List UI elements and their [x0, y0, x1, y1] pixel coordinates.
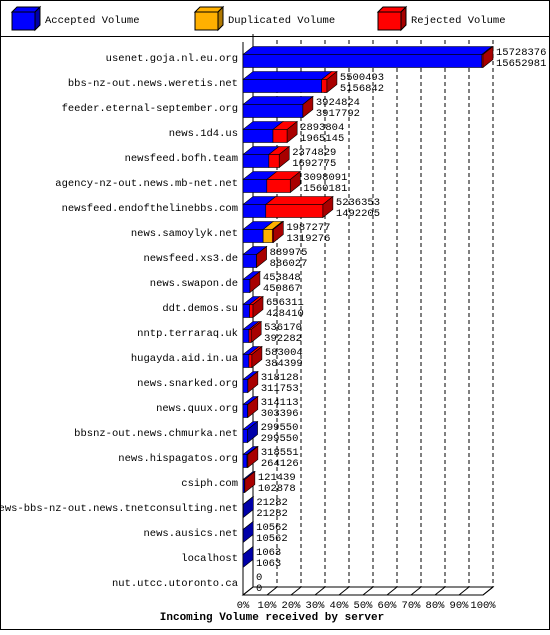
bar-top — [243, 97, 313, 105]
value-label: 21282 — [256, 508, 288, 520]
bar-front — [243, 305, 250, 318]
bar-front — [243, 205, 266, 218]
legend-label: Rejected Volume — [411, 15, 506, 27]
legend-label: Accepted Volume — [45, 15, 140, 27]
bar-front — [243, 105, 303, 118]
y-tick-label: bbs-nz-out.news.weretis.net — [68, 78, 238, 90]
y-tick-label: bbsnz-out.news.chmurka.net — [74, 428, 238, 440]
x-tick-label: 40% — [330, 600, 350, 612]
legend-swatch — [378, 12, 401, 30]
y-tick-label: usenet.goja.nl.eu.org — [106, 53, 238, 65]
bar-front — [250, 305, 253, 318]
legend-swatch — [195, 12, 218, 30]
bar-front — [243, 280, 250, 293]
y-tick-label: news.ausics.net — [143, 528, 238, 540]
value-label: 0 — [256, 583, 262, 595]
y-tick-label: nut.utcc.utoronto.ca — [112, 578, 238, 590]
bar-top — [266, 197, 333, 205]
y-tick-label: nntp.terraraq.uk — [137, 328, 238, 340]
value-label: 299550 — [261, 433, 299, 445]
value-label: 384399 — [265, 358, 303, 370]
y-tick-label: csiph.com — [181, 478, 238, 490]
bar-segment — [243, 97, 313, 118]
bar-front — [243, 380, 248, 393]
x-tick-label: 100% — [470, 600, 496, 612]
value-label: 1692775 — [292, 158, 336, 170]
x-tick-label: 0% — [237, 600, 250, 612]
y-tick-label: ddt.demos.su — [162, 303, 238, 315]
bar-front — [243, 80, 322, 93]
bar-front — [273, 130, 287, 143]
y-tick-label: news.snarked.org — [137, 378, 238, 390]
y-tick-label: news-bbs-nz-out.news.tnetconsulting.net — [0, 503, 238, 515]
y-tick-label: agency-nz-out.news.mb-net.net — [55, 178, 238, 190]
value-label: 10562 — [256, 533, 288, 545]
x-tick-label: 60% — [378, 600, 398, 612]
x-tick-label: 90% — [450, 600, 470, 612]
y-tick-label: news.quux.org — [156, 403, 238, 415]
bar-front — [243, 230, 263, 243]
bar-front — [243, 405, 248, 418]
bar-front — [243, 55, 482, 68]
bar-front — [243, 455, 247, 468]
value-label: 392282 — [264, 333, 302, 345]
bar-segment — [266, 197, 333, 218]
y-tick-label: localhost — [181, 553, 238, 565]
bar-front — [267, 180, 290, 193]
bar-front — [249, 330, 251, 343]
legend-label: Duplicated Volume — [228, 15, 335, 27]
x-tick-label: 10% — [258, 600, 278, 612]
bar-front — [266, 205, 323, 218]
value-label: 450867 — [263, 283, 301, 295]
bar-front — [243, 180, 267, 193]
y-tick-label: newsfeed.xs3.de — [143, 253, 238, 265]
bar-top — [243, 47, 492, 55]
bar-front — [322, 80, 327, 93]
value-label: 5156842 — [340, 83, 384, 95]
y-tick-label: news.swapon.de — [150, 278, 238, 290]
value-label: 428410 — [266, 308, 304, 320]
y-tick-label: newsfeed.endofthelinebbs.com — [62, 203, 238, 215]
legend-swatch — [12, 12, 35, 30]
x-tick-label: 50% — [354, 600, 374, 612]
x-tick-label: 30% — [306, 600, 326, 612]
bar-front — [263, 230, 272, 243]
value-label: 3917792 — [316, 108, 360, 120]
bar-front — [269, 155, 279, 168]
bar-front — [243, 430, 248, 443]
y-tick-label: news.hispagatos.org — [118, 453, 238, 465]
bar-front — [243, 155, 269, 168]
value-label: 303396 — [261, 408, 299, 420]
bar-front — [249, 355, 252, 368]
y-tick-label: feeder.eternal-september.org — [62, 103, 238, 115]
bar-segment — [243, 47, 492, 68]
x-axis-label: Incoming Volume received by server — [160, 612, 384, 624]
value-label: 102878 — [258, 483, 296, 495]
x-tick-label: 80% — [426, 600, 446, 612]
value-label: 1063 — [256, 558, 281, 570]
bar-front — [243, 355, 249, 368]
x-tick-label: 70% — [402, 600, 422, 612]
y-tick-label: hugayda.aid.in.ua — [131, 353, 238, 365]
y-tick-label: news.1d4.us — [169, 128, 238, 140]
x-tick-label: 20% — [282, 600, 302, 612]
bar-top — [243, 72, 332, 80]
bar-front — [243, 330, 249, 343]
value-label: 1492205 — [336, 208, 380, 220]
value-label: 1560181 — [303, 183, 347, 195]
bar-front — [243, 255, 257, 268]
y-tick-label: news.samoylyk.net — [131, 228, 238, 240]
bar-front — [243, 130, 273, 143]
value-label: 886027 — [270, 258, 308, 270]
value-label: 311753 — [261, 383, 299, 395]
bar-segment — [243, 72, 332, 93]
value-label: 1319276 — [286, 233, 330, 245]
value-label: 264126 — [261, 458, 299, 470]
value-label: 15652981 — [496, 58, 546, 70]
y-tick-label: newsfeed.bofh.team — [125, 153, 238, 165]
value-label: 1965145 — [300, 133, 344, 145]
